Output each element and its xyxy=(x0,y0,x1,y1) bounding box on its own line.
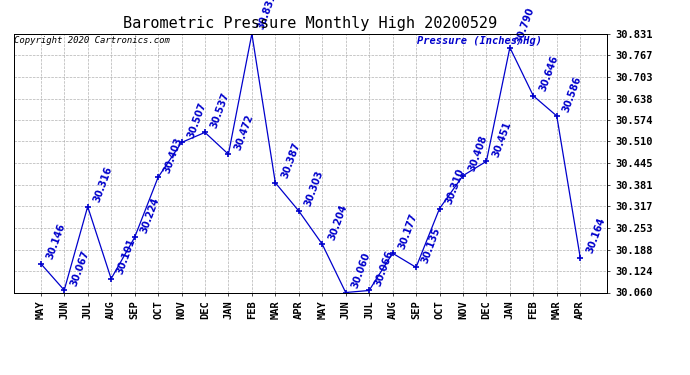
Text: 30.060: 30.060 xyxy=(350,251,372,290)
Text: 30.537: 30.537 xyxy=(209,91,231,130)
Text: 30.310: 30.310 xyxy=(444,167,466,206)
Text: 30.177: 30.177 xyxy=(397,212,419,250)
Text: 30.303: 30.303 xyxy=(303,170,325,208)
Text: 30.403: 30.403 xyxy=(162,136,184,175)
Text: 30.164: 30.164 xyxy=(584,216,607,255)
Text: 30.067: 30.067 xyxy=(68,249,90,287)
Text: 30.101: 30.101 xyxy=(115,237,137,276)
Text: 30.204: 30.204 xyxy=(326,203,348,242)
Text: 30.646: 30.646 xyxy=(538,54,560,93)
Text: 30.146: 30.146 xyxy=(45,222,67,261)
Text: 30.472: 30.472 xyxy=(233,113,255,152)
Text: 30.387: 30.387 xyxy=(279,141,302,180)
Text: 30.586: 30.586 xyxy=(561,74,583,113)
Text: Pressure (Inches/Hg): Pressure (Inches/Hg) xyxy=(417,36,542,46)
Text: 30.224: 30.224 xyxy=(139,196,161,235)
Text: 30.066: 30.066 xyxy=(373,249,395,288)
Text: 30.507: 30.507 xyxy=(186,101,208,140)
Text: 30.790: 30.790 xyxy=(514,6,536,45)
Text: 30.451: 30.451 xyxy=(491,120,513,159)
Text: 30.135: 30.135 xyxy=(420,226,442,264)
Text: 30.831: 30.831 xyxy=(256,0,278,31)
Text: Copyright 2020 Cartronics.com: Copyright 2020 Cartronics.com xyxy=(14,36,170,45)
Text: 30.316: 30.316 xyxy=(92,165,114,204)
Text: 30.408: 30.408 xyxy=(467,134,489,173)
Title: Barometric Pressure Monthly High 20200529: Barometric Pressure Monthly High 2020052… xyxy=(124,16,497,31)
